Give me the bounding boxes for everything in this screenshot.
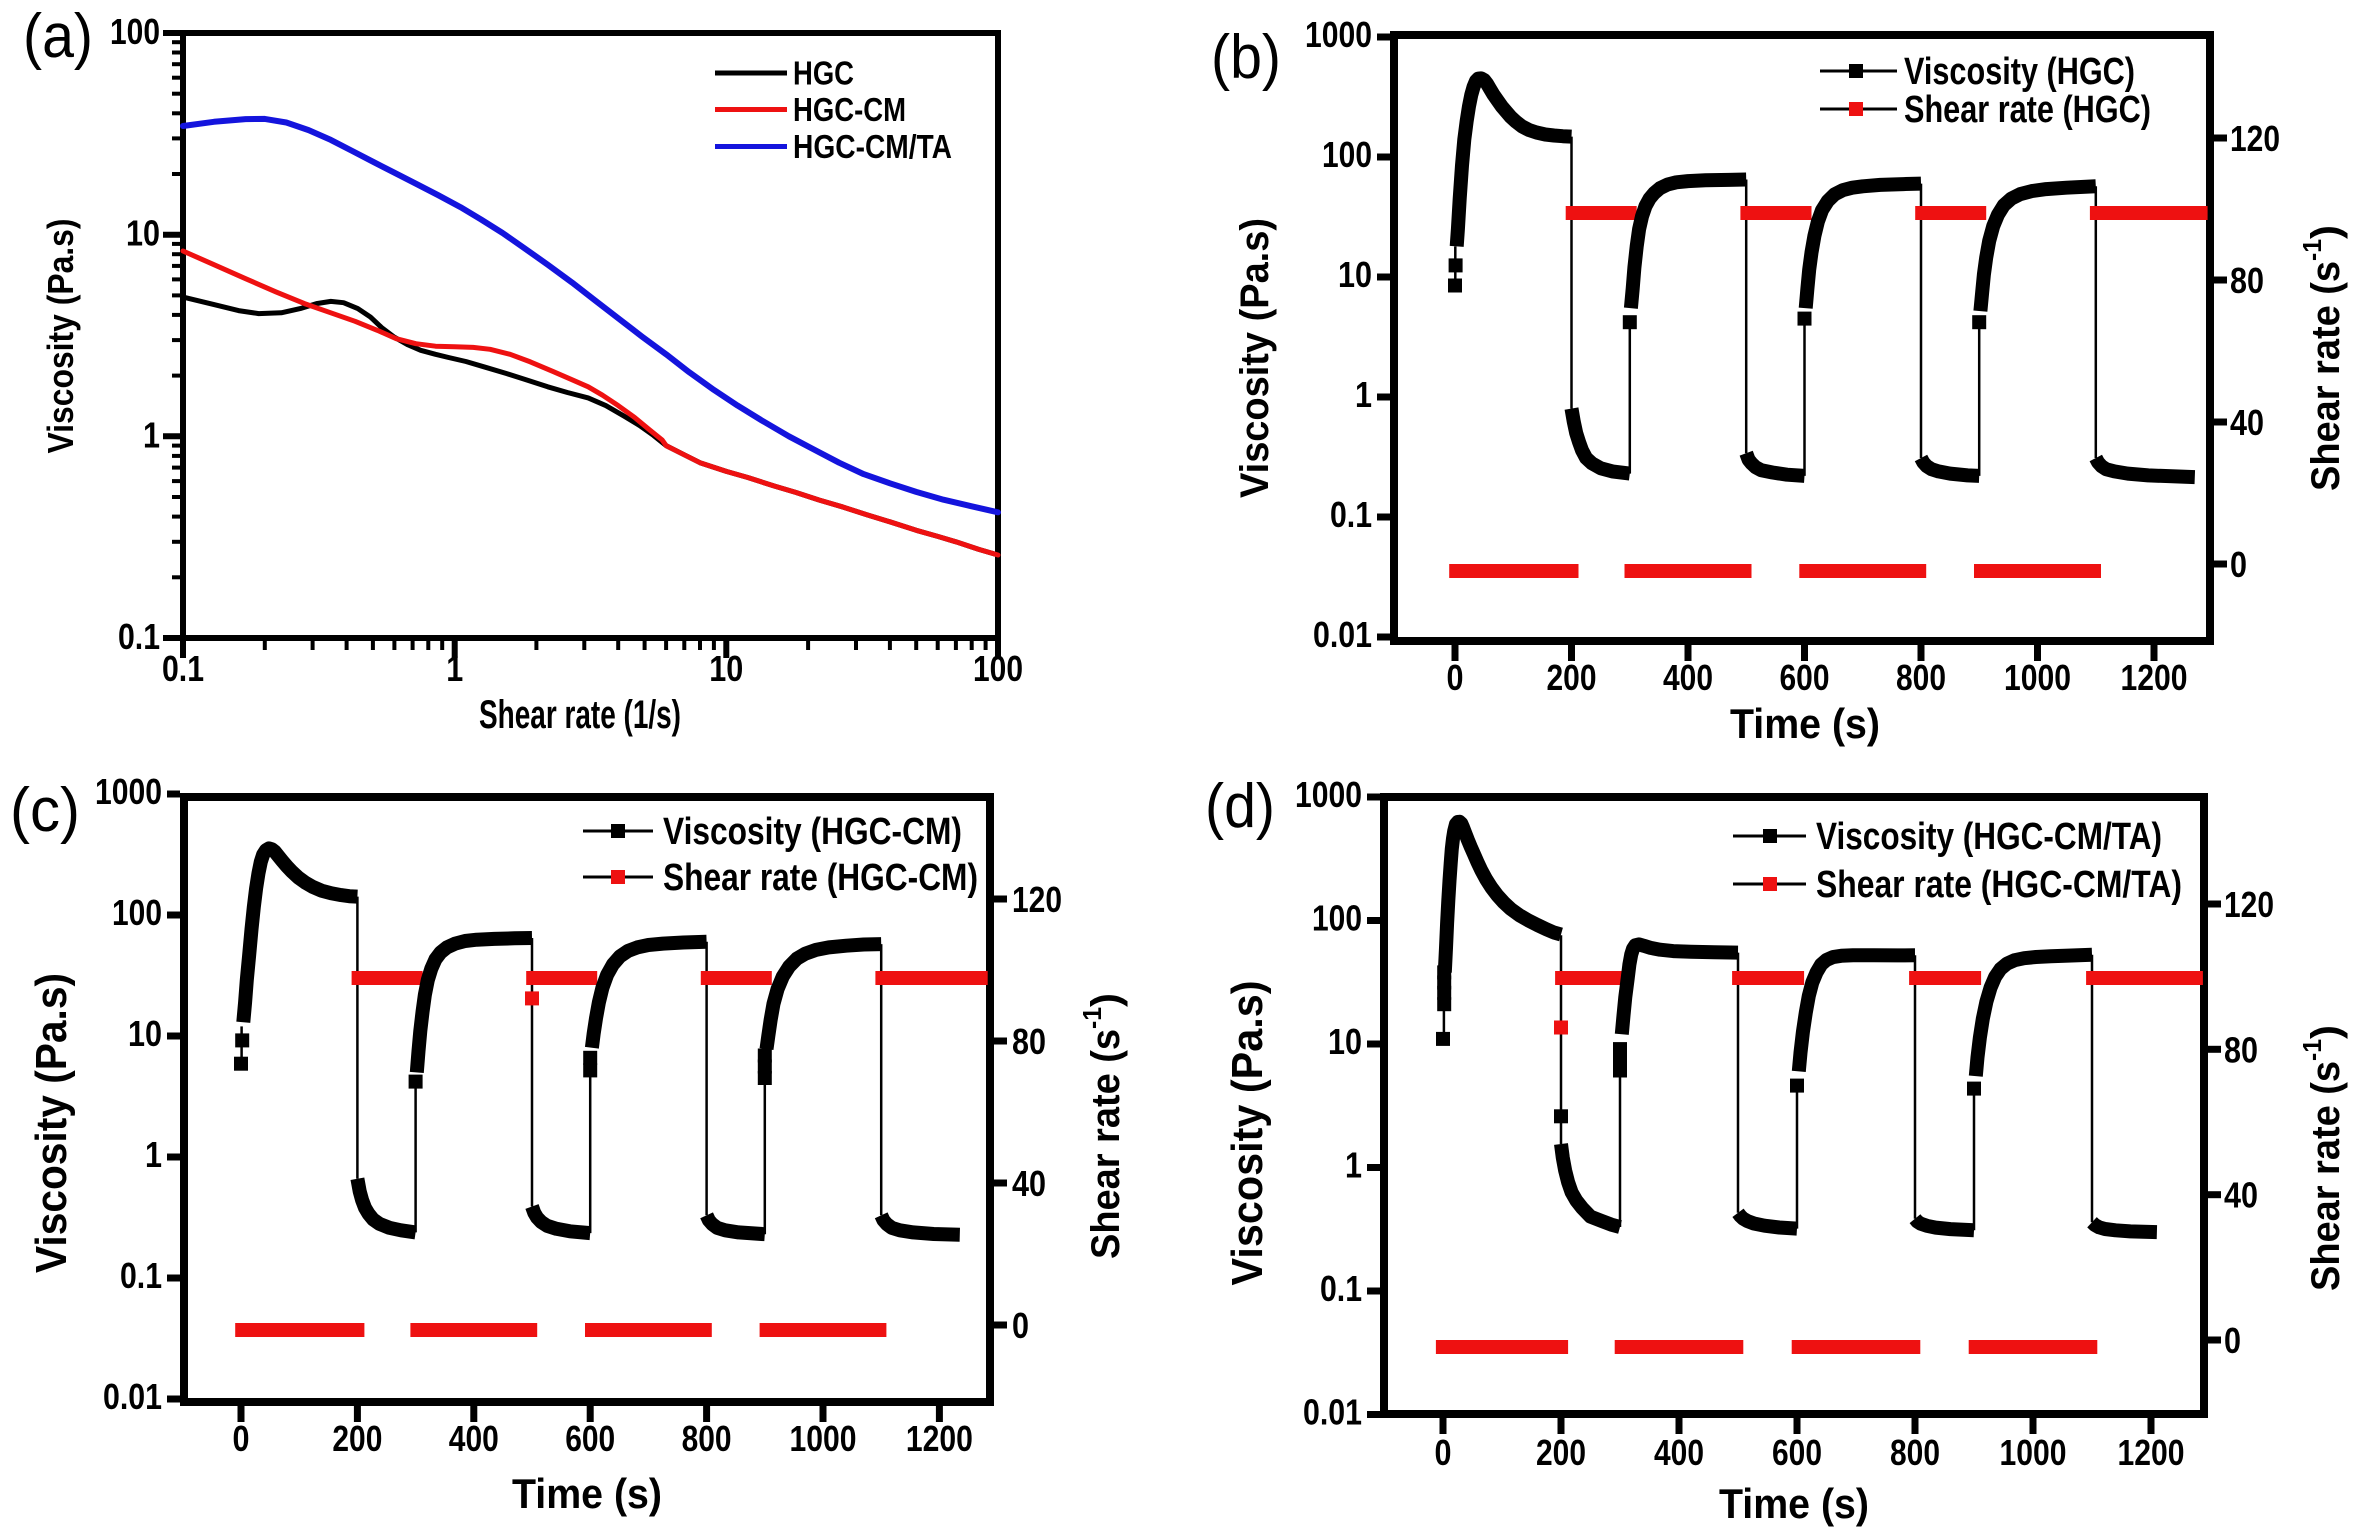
svg-text:Viscosity (Pa.s): Viscosity (Pa.s) — [1223, 981, 1272, 1286]
svg-text:120: 120 — [1012, 879, 1062, 920]
svg-text:HGC: HGC — [793, 55, 854, 92]
svg-text:100: 100 — [973, 648, 1023, 689]
svg-text:80: 80 — [1012, 1021, 1046, 1062]
svg-text:0.01: 0.01 — [103, 1376, 162, 1417]
svg-text:(c): (c) — [10, 776, 80, 845]
svg-text:40: 40 — [2224, 1175, 2258, 1216]
svg-text:0.01: 0.01 — [1313, 614, 1372, 655]
svg-text:1: 1 — [446, 648, 463, 689]
svg-text:Viscosity (Pa.s): Viscosity (Pa.s) — [1233, 218, 1277, 498]
svg-text:Shear rate (HGC-CM): Shear rate (HGC-CM) — [663, 857, 978, 899]
svg-text:0: 0 — [2230, 544, 2247, 585]
svg-text:(a): (a) — [23, 2, 93, 71]
svg-text:600: 600 — [1772, 1432, 1822, 1473]
svg-text:HGC-CM: HGC-CM — [793, 91, 906, 128]
svg-text:400: 400 — [1663, 657, 1713, 698]
svg-text:0: 0 — [233, 1418, 250, 1459]
svg-text:1: 1 — [1345, 1145, 1362, 1186]
svg-text:Viscosity (HGC-CM/TA): Viscosity (HGC-CM/TA) — [1816, 816, 2162, 858]
svg-text:0.1: 0.1 — [1330, 494, 1372, 535]
svg-text:100: 100 — [1322, 134, 1372, 175]
svg-text:120: 120 — [2224, 884, 2274, 925]
svg-text:1: 1 — [1355, 374, 1372, 415]
svg-text:0: 0 — [1447, 657, 1464, 698]
svg-text:0.1: 0.1 — [120, 1255, 162, 1296]
svg-text:0: 0 — [2224, 1320, 2241, 1361]
svg-text:200: 200 — [1547, 657, 1597, 698]
svg-text:Viscosity (Pa.s): Viscosity (Pa.s) — [40, 219, 81, 454]
svg-text:200: 200 — [1536, 1432, 1586, 1473]
svg-text:Time (s): Time (s) — [1719, 1480, 1869, 1527]
svg-text:0: 0 — [1435, 1432, 1452, 1473]
svg-text:Shear rate (1/s): Shear rate (1/s) — [479, 693, 681, 737]
svg-text:0.1: 0.1 — [1320, 1268, 1362, 1309]
svg-text:10: 10 — [126, 213, 160, 254]
svg-text:1200: 1200 — [906, 1418, 973, 1459]
svg-text:Time (s): Time (s) — [512, 1470, 662, 1517]
svg-text:(b): (b) — [1211, 23, 1281, 92]
svg-text:Time (s): Time (s) — [1730, 700, 1880, 747]
svg-text:1000: 1000 — [95, 771, 162, 812]
svg-text:1: 1 — [143, 414, 160, 455]
svg-text:Viscosity (HGC-CM): Viscosity (HGC-CM) — [663, 811, 962, 853]
svg-text:1200: 1200 — [2121, 657, 2188, 698]
svg-text:80: 80 — [2230, 260, 2264, 301]
svg-text:10: 10 — [128, 1013, 162, 1054]
svg-text:0: 0 — [1012, 1305, 1029, 1346]
svg-text:40: 40 — [2230, 402, 2264, 443]
svg-text:Shear rate (s-1): Shear rate (s-1) — [1077, 993, 1128, 1259]
svg-text:10: 10 — [709, 648, 743, 689]
svg-text:Viscosity (Pa.s): Viscosity (Pa.s) — [27, 973, 76, 1273]
svg-text:10: 10 — [1338, 254, 1372, 295]
svg-text:600: 600 — [1780, 657, 1830, 698]
svg-text:Shear rate (s-1): Shear rate (s-1) — [2297, 225, 2348, 491]
svg-text:1000: 1000 — [790, 1418, 857, 1459]
svg-text:1000: 1000 — [1305, 14, 1372, 55]
svg-text:100: 100 — [112, 892, 162, 933]
svg-text:1200: 1200 — [2118, 1432, 2185, 1473]
svg-text:(d): (d) — [1205, 772, 1275, 841]
svg-text:400: 400 — [449, 1418, 499, 1459]
svg-text:80: 80 — [2224, 1029, 2258, 1070]
svg-text:Shear rate (HGC): Shear rate (HGC) — [1904, 89, 2151, 131]
svg-text:Shear rate (HGC-CM/TA): Shear rate (HGC-CM/TA) — [1816, 864, 2182, 906]
svg-text:800: 800 — [1896, 657, 1946, 698]
svg-text:600: 600 — [565, 1418, 615, 1459]
svg-text:1: 1 — [145, 1134, 162, 1175]
svg-text:Viscosity (HGC): Viscosity (HGC) — [1904, 51, 2135, 93]
svg-text:40: 40 — [1012, 1163, 1046, 1204]
svg-text:100: 100 — [1312, 898, 1362, 939]
svg-text:800: 800 — [1890, 1432, 1940, 1473]
svg-text:0.1: 0.1 — [118, 616, 160, 657]
svg-text:0.1: 0.1 — [162, 648, 204, 689]
svg-text:0.01: 0.01 — [1303, 1392, 1362, 1433]
svg-text:200: 200 — [332, 1418, 382, 1459]
svg-text:100: 100 — [110, 11, 160, 52]
svg-text:1000: 1000 — [1295, 774, 1362, 815]
svg-text:120: 120 — [2230, 118, 2280, 159]
svg-text:800: 800 — [682, 1418, 732, 1459]
svg-text:Shear rate (s-1): Shear rate (s-1) — [2297, 1025, 2348, 1291]
svg-text:1000: 1000 — [2000, 1432, 2067, 1473]
svg-text:HGC-CM/TA: HGC-CM/TA — [793, 128, 952, 165]
svg-text:400: 400 — [1654, 1432, 1704, 1473]
svg-text:1000: 1000 — [2004, 657, 2071, 698]
svg-text:10: 10 — [1328, 1021, 1362, 1062]
